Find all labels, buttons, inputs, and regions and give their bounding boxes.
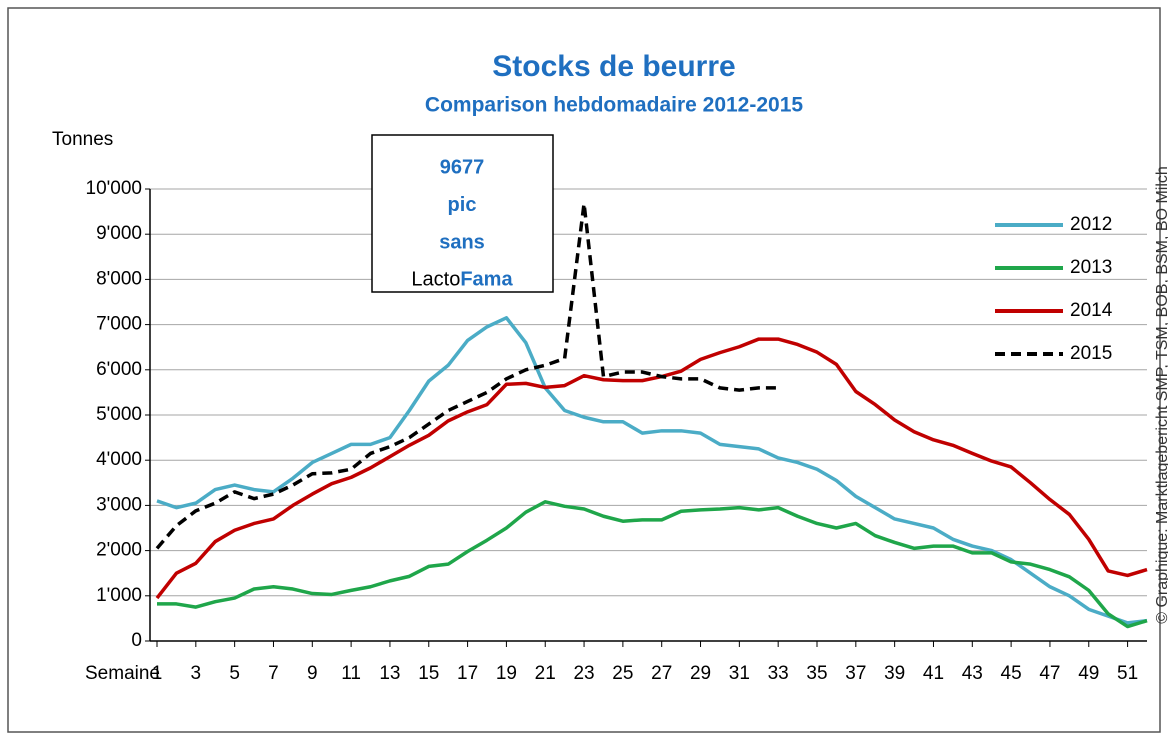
x-tick-label: 39 bbox=[884, 663, 905, 684]
source: © Graphique: Marktlagebericht SMP, TSM, … bbox=[1154, 166, 1168, 624]
x-tick-label: 45 bbox=[1001, 663, 1022, 684]
x-tick-label: 33 bbox=[768, 663, 789, 684]
x-tick-label: 21 bbox=[535, 663, 556, 684]
y-tick-label: 10'000 bbox=[86, 178, 142, 199]
x-tick-label: 51 bbox=[1117, 663, 1138, 684]
chart-title: Stocks de beurre bbox=[492, 50, 735, 83]
x-tick-label: 27 bbox=[651, 663, 672, 684]
legend-label: 2012 bbox=[1070, 214, 1112, 235]
x-tick-label: 31 bbox=[729, 663, 750, 684]
legend-label: 2014 bbox=[1070, 300, 1113, 321]
annotation-text: LactoFama bbox=[411, 269, 513, 291]
x-tick-label: 47 bbox=[1039, 663, 1060, 684]
x-tick-label: 43 bbox=[962, 663, 983, 684]
series-line bbox=[156, 316, 1148, 625]
x-tick-label: 15 bbox=[418, 663, 439, 684]
x-tick-label: 29 bbox=[690, 663, 711, 684]
y-axis-label: Tonnes bbox=[52, 129, 113, 150]
y-tick-label: 7'000 bbox=[96, 314, 142, 335]
y-tick-label: 2'000 bbox=[96, 540, 142, 561]
y-tick-label: 5'000 bbox=[96, 404, 142, 425]
x-tick-label: 9 bbox=[307, 663, 318, 684]
x-tick-label: 23 bbox=[573, 663, 594, 684]
annotation-text: sans bbox=[439, 231, 485, 253]
x-tick-label: 3 bbox=[191, 663, 202, 684]
legend-label: 2013 bbox=[1070, 257, 1112, 278]
x-tick-label: 41 bbox=[923, 663, 944, 684]
series-line bbox=[157, 500, 1148, 629]
y-tick-label: 0 bbox=[131, 630, 142, 651]
x-axis-label: Semaine bbox=[85, 663, 160, 684]
x-tick-label: 1 bbox=[152, 663, 163, 684]
x-tick-label: 5 bbox=[229, 663, 240, 684]
y-tick-label: 3'000 bbox=[96, 494, 142, 515]
chart-subtitle: Comparison hebdomadaire 2012-2015 bbox=[425, 94, 803, 117]
y-tick-label: 6'000 bbox=[96, 359, 142, 380]
annotation-text: pic bbox=[448, 194, 477, 216]
x-tick-label: 25 bbox=[612, 663, 633, 684]
annotation-part: Lacto bbox=[411, 269, 460, 291]
y-tick-label: 1'000 bbox=[96, 585, 142, 606]
x-tick-label: 13 bbox=[379, 663, 400, 684]
x-tick-label: 19 bbox=[496, 663, 517, 684]
legend-label: 2015 bbox=[1070, 343, 1112, 364]
x-tick-label: 37 bbox=[845, 663, 866, 684]
annotation-box bbox=[371, 134, 554, 293]
y-tick-label: 4'000 bbox=[96, 449, 142, 470]
annotation-part: Fama bbox=[460, 269, 513, 291]
y-tick-label: 8'000 bbox=[96, 268, 142, 289]
x-tick-label: 7 bbox=[268, 663, 279, 684]
x-tick-label: 11 bbox=[341, 663, 361, 684]
x-tick-label: 35 bbox=[806, 663, 827, 684]
series-line bbox=[155, 201, 779, 550]
annotation-text: 9677 bbox=[440, 156, 485, 178]
x-tick-label: 17 bbox=[457, 663, 478, 684]
series-line bbox=[155, 337, 1148, 600]
y-tick-label: 9'000 bbox=[96, 223, 142, 244]
x-tick-label: 49 bbox=[1078, 663, 1099, 684]
